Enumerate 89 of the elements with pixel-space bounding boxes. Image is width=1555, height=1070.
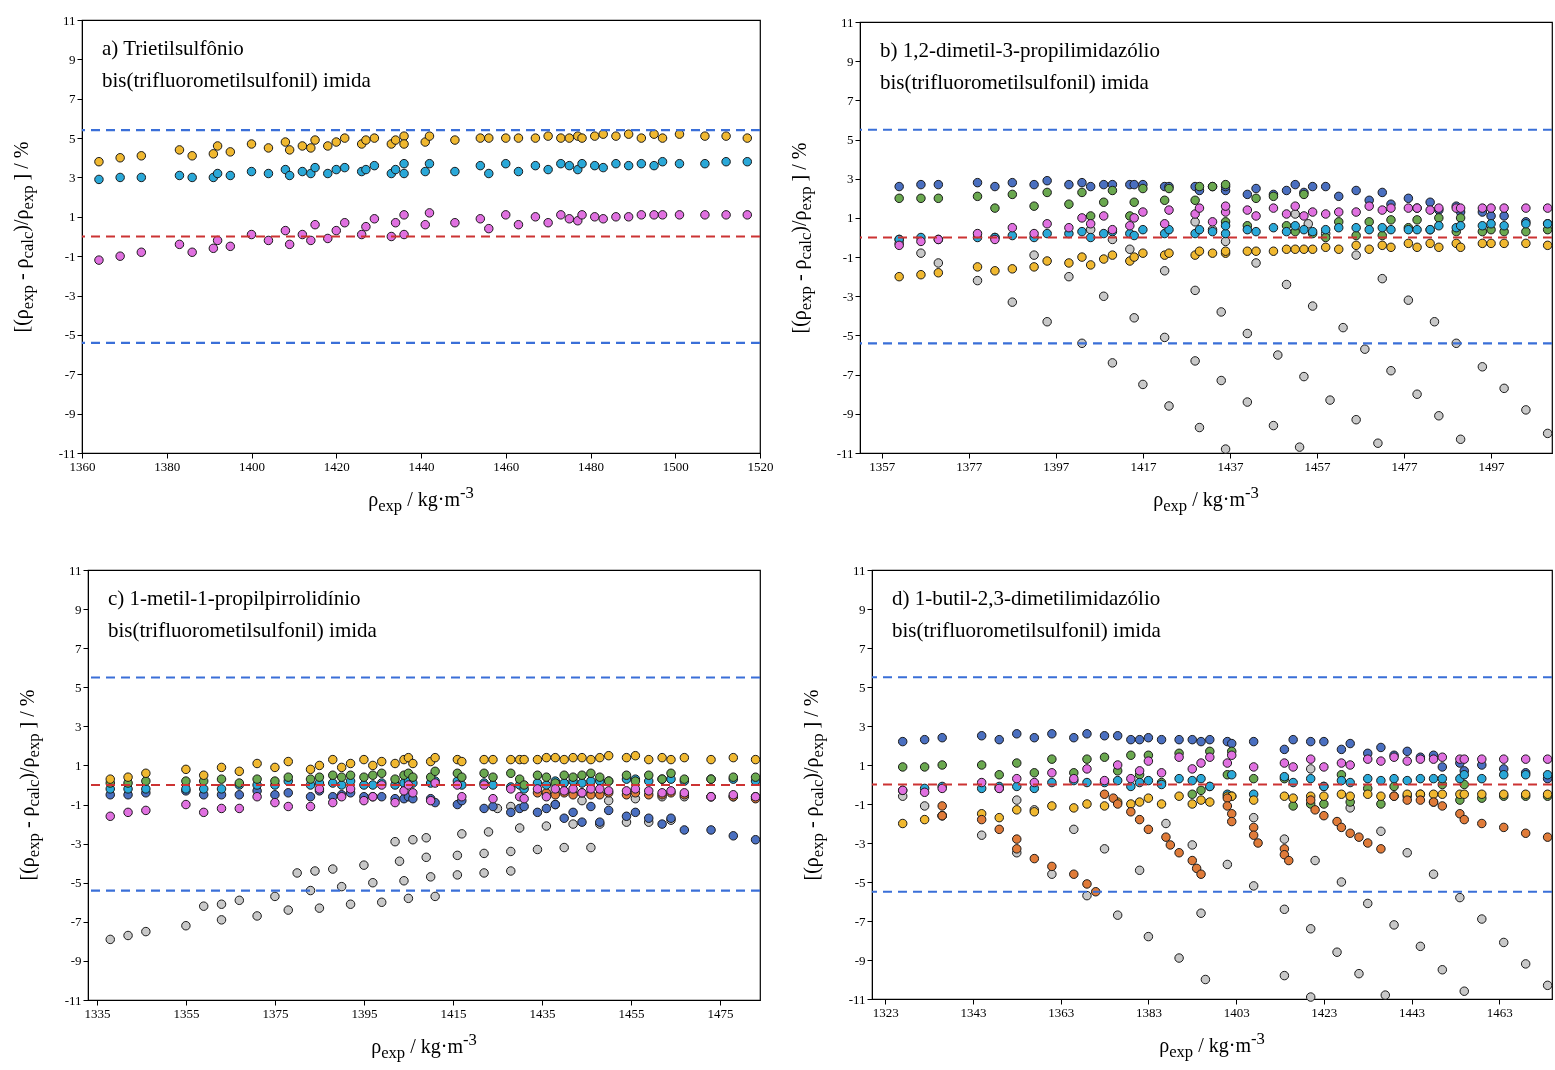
x-tick-label: 1497 [1478,458,1506,474]
x-tick-label: 1457 [1304,458,1331,474]
text: d) 1-butil-2,3-dimetilimidazólio bis(trifluorometilsulfonil) imida [892,586,1162,642]
x-tick-label: 1375 [262,1005,289,1021]
x-tick-label: 1377 [956,458,983,474]
x-tick-label: 1437 [1217,458,1244,474]
text: c) 1-metil-1-propilpirrolidínio bis(trifluorometilsulfonil) imida [108,586,378,642]
x-tick-label: 1323 [872,1004,899,1020]
x-tick-label: 1443 [1399,1004,1426,1020]
x-tick-label: 1423 [1311,1004,1338,1020]
x-tick-label: 1417 [1130,458,1157,474]
y-tick-label: 5 [859,679,866,695]
x-tick-label: 1400 [239,458,265,474]
x-tick-label: 1397 [1043,458,1070,474]
y-tick-label: -9 [64,406,76,422]
text: b) 1,2-dimetil-3-propilimidazólio bis(trifluorometilsulfonil) imida [880,38,1160,94]
y-tick-label: -5 [842,327,854,343]
x-axis-title: ρ$_{exp}$ / kg·m$^{-3}$ [371,1030,477,1063]
x-tick-label: 1383 [1135,1004,1162,1020]
y-tick-label: -11 [848,991,866,1007]
y-tick-label: 3 [69,169,76,185]
y-tick-label: 7 [847,92,854,108]
x-tick-label: 1380 [154,458,181,474]
y-tick-label: -5 [64,327,76,343]
y-tick-label: -3 [70,836,82,852]
x-axis-title: ρ$_{exp}$ / kg·m$^{-3}$ [1159,1029,1265,1062]
y-tick-label: 3 [859,718,866,734]
y-tick-label: -5 [70,875,82,891]
y-tick-label: 1 [75,757,82,773]
y-tick-label: -1 [70,797,82,813]
x-tick-label: 1343 [960,1004,987,1020]
x-axis-title: ρ$_{exp}$ / kg·m$^{-3}$ [1153,483,1259,516]
y-tick-label: 7 [859,640,866,656]
x-tick-label: 1500 [662,458,689,474]
y-tick-label: 3 [75,718,82,734]
x-tick-label: 1477 [1391,458,1419,474]
y-tick-label: 11 [68,562,82,578]
x-tick-label: 1460 [493,458,520,474]
y-tick-label: -3 [854,835,866,851]
x-tick-label: 1363 [1048,1004,1075,1020]
x-tick-label: 1455 [618,1005,645,1021]
x-tick-label: 1440 [408,458,435,474]
y-tick-label: -7 [854,913,866,929]
y-tick-label: -11 [64,992,82,1008]
y-tick-label: 1 [859,757,866,773]
x-tick-label: 1395 [351,1005,378,1021]
y-tick-label: -1 [64,248,76,264]
x-tick-label: 1335 [84,1005,111,1021]
y-tick-label: 11 [62,12,76,28]
x-tick-label: 1357 [869,458,896,474]
y-tick-label: -9 [70,953,82,969]
x-tick-label: 1360 [69,458,96,474]
y-tick-label: 1 [69,209,76,225]
y-tick-label: -1 [854,796,866,812]
y-tick-label: -3 [64,288,76,304]
y-tick-label: 5 [69,130,76,146]
y-tick-label: -9 [854,952,866,968]
text: a) Trietilsulfônio bis(trifluorometilsulfonil) imida [102,36,372,92]
y-tick-label: 5 [847,132,854,148]
x-tick-label: 1415 [440,1005,467,1021]
y-tick-label: -7 [70,914,82,930]
x-tick-label: 1475 [707,1005,734,1021]
y-tick-label: 9 [75,601,82,617]
y-tick-label: 7 [69,91,76,107]
y-tick-label: -11 [836,445,854,461]
x-tick-label: 1403 [1223,1004,1250,1020]
y-tick-label: -11 [58,445,76,461]
x-tick-label: 1480 [578,458,604,474]
x-tick-label: 1435 [529,1005,556,1021]
y-tick-label: 1 [847,210,854,226]
x-tick-label: 1520 [747,458,774,474]
y-tick-label: -7 [842,367,854,383]
y-tick-label: 9 [69,51,76,67]
y-tick-label: -7 [64,366,76,382]
y-tick-label: -1 [842,249,854,265]
y-tick-label: 9 [859,601,866,617]
y-tick-label: 9 [847,53,854,69]
y-tick-label: 7 [75,640,82,656]
y-tick-label: 11 [852,562,866,578]
x-tick-label: 1463 [1486,1004,1513,1020]
y-tick-label: -5 [854,874,866,890]
x-axis-title: ρ$_{exp}$ / kg·m$^{-3}$ [368,483,474,516]
y-tick-label: -9 [842,406,854,422]
y-tick-label: 11 [840,14,854,30]
x-tick-label: 1355 [173,1005,200,1021]
y-tick-label: 5 [75,679,82,695]
y-tick-label: -3 [842,288,854,304]
x-tick-label: 1420 [323,458,350,474]
y-tick-label: 3 [847,171,854,187]
